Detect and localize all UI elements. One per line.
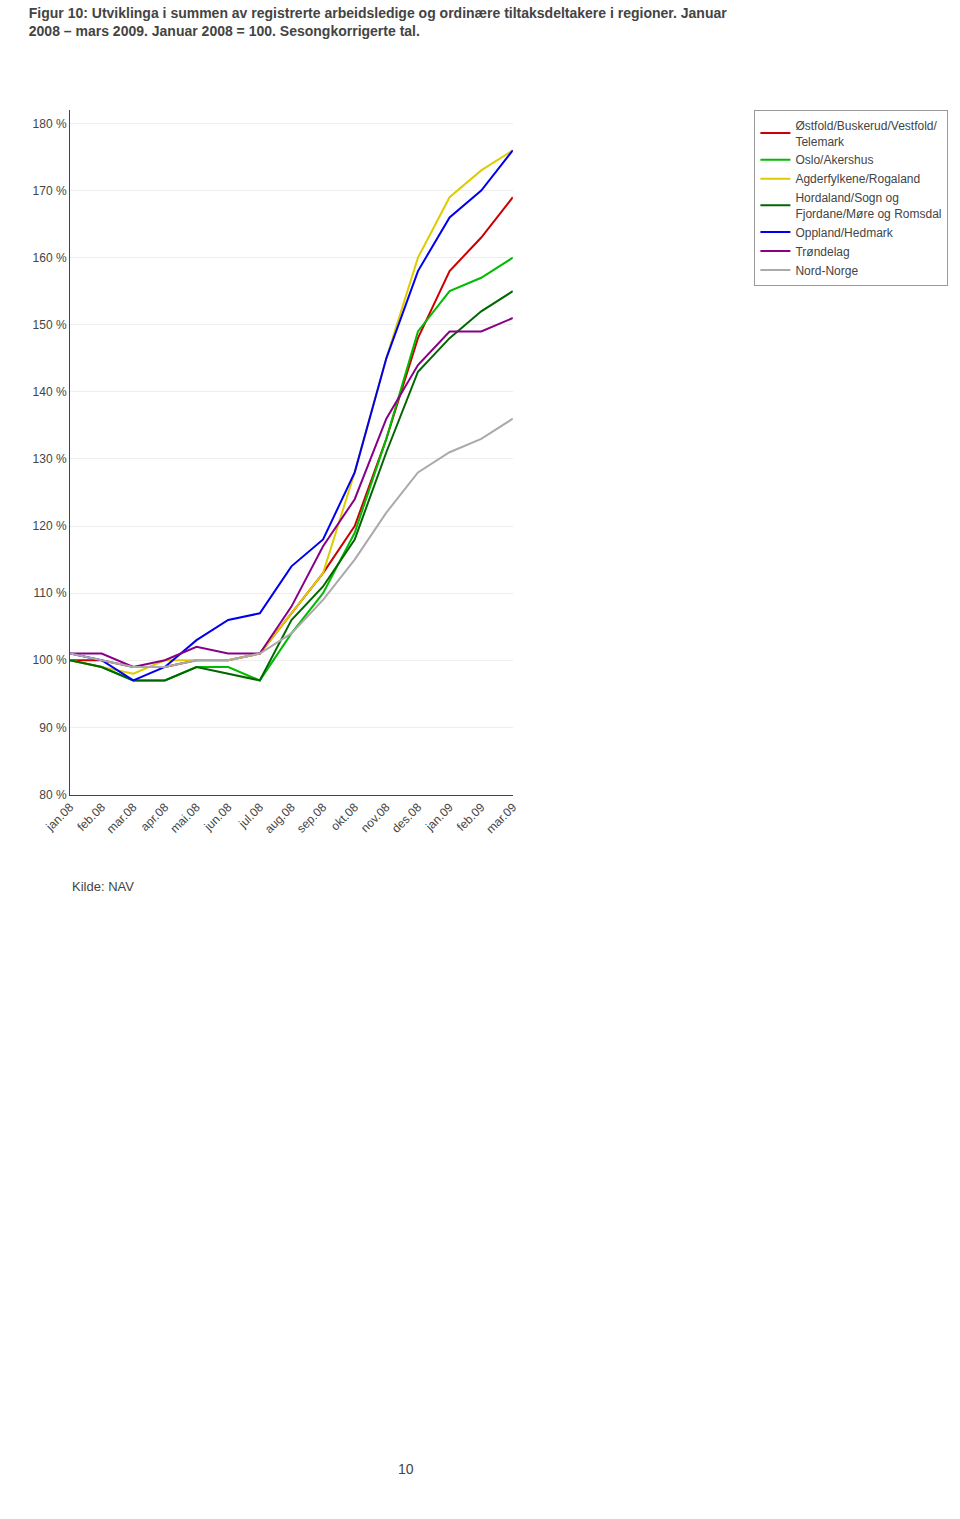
- svg-text:des.08: des.08: [389, 800, 425, 836]
- svg-text:140 %: 140 %: [33, 385, 67, 399]
- svg-text:130 %: 130 %: [33, 452, 67, 466]
- svg-text:jul.08: jul.08: [235, 800, 266, 831]
- svg-text:80 %: 80 %: [39, 788, 67, 802]
- svg-text:170 %: 170 %: [33, 184, 67, 198]
- svg-text:mai.08: mai.08: [168, 800, 204, 836]
- svg-text:100 %: 100 %: [33, 653, 67, 667]
- svg-text:Trøndelag: Trøndelag: [795, 245, 849, 259]
- svg-text:180 %: 180 %: [33, 117, 67, 131]
- svg-text:150 %: 150 %: [33, 318, 67, 332]
- svg-text:apr.08: apr.08: [138, 800, 172, 834]
- svg-text:sep.08: sep.08: [294, 800, 330, 836]
- svg-text:90 %: 90 %: [39, 721, 67, 735]
- svg-text:Oslo/Akershus: Oslo/Akershus: [795, 153, 873, 167]
- svg-text:mar.08: mar.08: [104, 800, 140, 836]
- svg-text:jan.08: jan.08: [43, 800, 77, 834]
- svg-text:nov.08: nov.08: [358, 800, 393, 835]
- svg-text:Oppland/Hedmark: Oppland/Hedmark: [795, 226, 893, 240]
- svg-text:Nord-Norge: Nord-Norge: [795, 264, 858, 278]
- svg-text:10: 10: [398, 1461, 414, 1477]
- svg-text:okt.08: okt.08: [328, 800, 361, 833]
- svg-text:feb.08: feb.08: [74, 800, 108, 834]
- svg-text:Figur 10: Utviklinga i summen: Figur 10: Utviklinga i summen av registr…: [29, 5, 727, 39]
- svg-text:160 %: 160 %: [33, 251, 67, 265]
- svg-text:jun.08: jun.08: [201, 800, 235, 834]
- svg-text:aug.08: aug.08: [262, 800, 298, 836]
- svg-text:Kilde: NAV: Kilde: NAV: [72, 879, 134, 894]
- svg-text:feb.09: feb.09: [454, 800, 488, 834]
- svg-text:110 %: 110 %: [33, 586, 66, 600]
- svg-text:Hordaland/Sogn ogFjordane/Møre: Hordaland/Sogn ogFjordane/Møre og Romsda…: [795, 191, 941, 221]
- svg-text:Agderfylkene/Rogaland: Agderfylkene/Rogaland: [795, 172, 920, 186]
- svg-text:jan.09: jan.09: [422, 800, 456, 834]
- svg-text:Østfold/Buskerud/Vestfold/Tele: Østfold/Buskerud/Vestfold/Telemark: [795, 119, 937, 149]
- svg-text:120 %: 120 %: [33, 519, 67, 533]
- svg-text:mar.09: mar.09: [483, 800, 519, 836]
